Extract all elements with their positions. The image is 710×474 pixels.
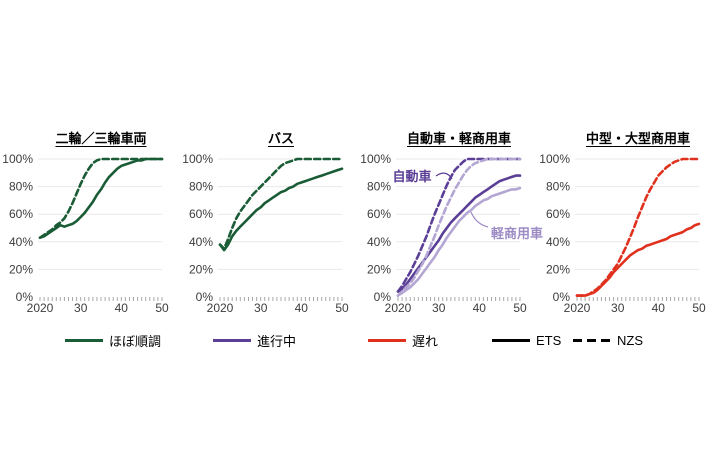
- legend-label-in-progress: 進行中: [257, 333, 297, 349]
- svg-text:30: 30: [74, 301, 88, 315]
- delayed-line-swatch: [368, 338, 406, 342]
- svg-text:0%: 0%: [374, 290, 392, 304]
- svg-text:自動車: 自動車: [392, 169, 431, 184]
- svg-text:40%: 40%: [9, 235, 33, 249]
- chart-title-bus: バス: [267, 131, 294, 146]
- svg-text:0%: 0%: [553, 290, 571, 304]
- chart-title-medium-heavy-commercial: 中型・大型商用車: [585, 131, 690, 146]
- svg-text:20%: 20%: [367, 262, 391, 276]
- on-track-line-swatch: [65, 338, 103, 342]
- chart-canvas-bus: 0% 20% 40% 60% 80% 100% 2020 30 40 50: [182, 152, 349, 315]
- svg-text:40%: 40%: [189, 235, 213, 249]
- svg-text:20%: 20%: [546, 262, 570, 276]
- legend-item-on-track: ほぼ順調: [65, 331, 161, 349]
- svg-text:20%: 20%: [9, 262, 33, 276]
- chart-bus: バス 0% 20% 40% 60% 80% 100% 2020 30 40 50: [180, 128, 358, 330]
- legend-item-delayed: 遅れ: [368, 331, 438, 349]
- svg-text:0%: 0%: [16, 290, 34, 304]
- legend-label-nzs: NZS: [617, 332, 643, 348]
- svg-text:80%: 80%: [367, 180, 391, 194]
- svg-text:2020: 2020: [27, 301, 54, 315]
- svg-text:80%: 80%: [189, 180, 213, 194]
- svg-text:80%: 80%: [9, 180, 33, 194]
- legend-item-in-progress: 進行中: [213, 331, 296, 349]
- chart-two-three-wheelers: 二輪／三輪車両 0% 20% 40% 60% 80% 100% 2020 30 40 50: [0, 128, 178, 330]
- svg-text:50: 50: [692, 301, 706, 315]
- svg-text:40: 40: [295, 301, 309, 315]
- svg-text:100%: 100%: [2, 152, 33, 166]
- svg-text:60%: 60%: [367, 207, 391, 221]
- svg-text:60%: 60%: [189, 207, 213, 221]
- legend: ほぼ順調 進行中 遅れ ETS NZS: [0, 331, 710, 351]
- legend-label-ets: ETS: [536, 332, 562, 348]
- legend-item-nzs: NZS: [573, 331, 643, 349]
- svg-text:40: 40: [115, 301, 129, 315]
- chart-title-cars-light-commercial: 自動車・軽商用車: [406, 131, 511, 146]
- legend-item-ets: ETS: [492, 331, 561, 349]
- chart-medium-heavy-commercial: 中型・大型商用車 0% 20% 40% 60% 80% 100% 2020 30 40 50: [537, 128, 710, 330]
- legend-label-on-track: ほぼ順調: [109, 333, 162, 349]
- svg-text:40%: 40%: [546, 235, 570, 249]
- chart-title-two-three-wheelers: 二輪／三輪車両: [55, 131, 147, 146]
- svg-text:30: 30: [254, 301, 268, 315]
- chart-cars-light-commercial: 自動車・軽商用車 0% 20% 40% 60% 80% 100% 2020 30 40 50 自動車…: [358, 128, 543, 330]
- svg-text:50: 50: [335, 301, 349, 315]
- svg-text:40%: 40%: [367, 235, 391, 249]
- legend-label-delayed: 遅れ: [412, 333, 439, 349]
- svg-text:100%: 100%: [182, 152, 213, 166]
- svg-text:20%: 20%: [189, 262, 213, 276]
- svg-text:50: 50: [513, 301, 527, 315]
- chart-canvas-medium-heavy-commercial: 0% 20% 40% 60% 80% 100% 2020 30 40 50: [539, 152, 706, 315]
- svg-text:100%: 100%: [360, 152, 391, 166]
- svg-text:軽商用車: 軽商用車: [491, 226, 543, 241]
- svg-text:40: 40: [652, 301, 666, 315]
- nzs-dashed-line-swatch: [573, 338, 611, 342]
- svg-text:60%: 60%: [546, 207, 570, 221]
- chart-canvas-two-three-wheelers: 0% 20% 40% 60% 80% 100% 2020 30 40 50: [2, 152, 169, 315]
- svg-text:2020: 2020: [385, 301, 412, 315]
- svg-text:2020: 2020: [207, 301, 234, 315]
- svg-text:60%: 60%: [9, 207, 33, 221]
- svg-text:80%: 80%: [546, 180, 570, 194]
- svg-text:30: 30: [432, 301, 446, 315]
- in-progress-line-swatch: [213, 338, 251, 342]
- svg-text:2020: 2020: [564, 301, 591, 315]
- ets-solid-line-swatch: [492, 338, 530, 342]
- svg-text:50: 50: [155, 301, 169, 315]
- svg-text:40: 40: [473, 301, 487, 315]
- svg-text:0%: 0%: [196, 290, 214, 304]
- svg-text:30: 30: [611, 301, 625, 315]
- svg-text:100%: 100%: [539, 152, 570, 166]
